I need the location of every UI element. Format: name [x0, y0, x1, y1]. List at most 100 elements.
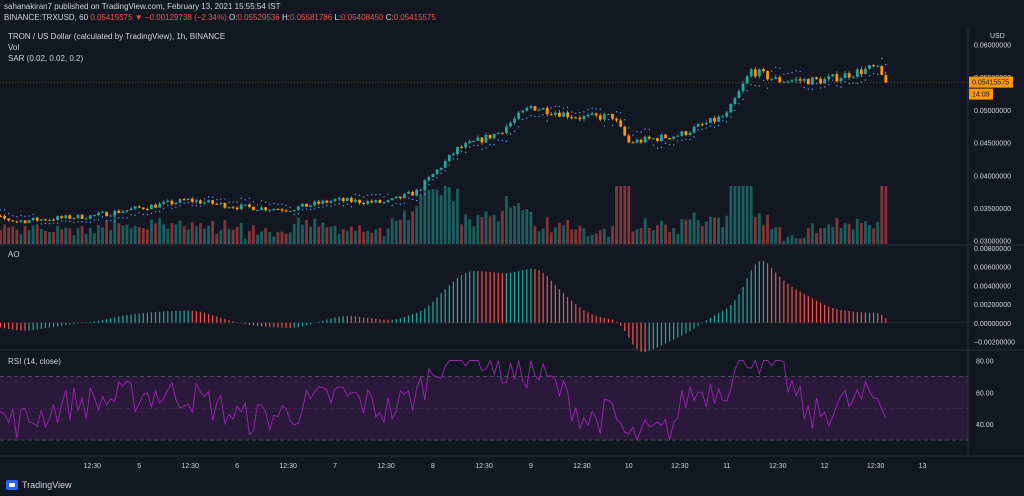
ao-bar	[326, 319, 328, 323]
volume-bar	[427, 189, 431, 244]
sar-dot	[713, 126, 716, 128]
volume-bar	[639, 228, 643, 244]
sar-dot	[481, 148, 483, 150]
ao-bar	[12, 322, 14, 330]
ao-bar	[738, 294, 740, 323]
ao-bar	[669, 322, 671, 342]
volume-bar	[211, 221, 215, 244]
sar-dot	[36, 224, 38, 226]
volume-bar	[141, 228, 145, 244]
candle-body	[154, 204, 157, 208]
sar-dot	[505, 140, 508, 142]
sar-dot	[109, 220, 112, 222]
volume-bar	[664, 224, 667, 244]
ao-bar	[746, 278, 748, 323]
ao-bar	[783, 280, 785, 323]
sar-dot	[807, 88, 810, 90]
ao-bar	[546, 276, 548, 323]
sar-dot	[73, 221, 75, 224]
candle-body	[643, 136, 647, 143]
candle-body	[570, 117, 574, 119]
candle-body	[655, 138, 659, 141]
sar-dot	[211, 196, 214, 198]
volume-bar	[27, 229, 31, 244]
volume-bar	[876, 221, 880, 244]
candle-body	[39, 219, 43, 221]
volume-bar	[329, 226, 333, 244]
sar-dot	[677, 140, 679, 142]
ao-bar	[750, 270, 752, 323]
sar-dot	[517, 126, 520, 128]
candle-body	[819, 78, 822, 84]
ao-bar	[701, 322, 703, 324]
volume-bar	[615, 186, 618, 244]
ao-bar	[44, 322, 46, 329]
ao-bar	[440, 293, 442, 323]
candle-body	[566, 112, 570, 118]
candle-body	[321, 200, 325, 204]
ao-bar	[644, 322, 646, 353]
sar-dot	[554, 105, 557, 108]
volume-bar	[692, 212, 696, 244]
candle-body	[623, 126, 627, 136]
high-label: H:	[281, 13, 290, 22]
volume-bar	[80, 226, 84, 244]
candle-body	[309, 205, 312, 207]
volume-bar	[549, 232, 553, 244]
volume-bar	[194, 226, 198, 244]
ao-bar	[301, 322, 304, 327]
ao-bar	[685, 322, 687, 334]
sar-dot	[791, 71, 793, 74]
sar-dot	[746, 89, 748, 92]
ao-bar	[97, 320, 100, 323]
volume-bar	[68, 228, 72, 244]
sar-dot	[130, 214, 132, 216]
volume-bar	[851, 229, 855, 244]
candle-body	[521, 110, 525, 113]
ao-bar	[436, 297, 438, 323]
candle-body	[713, 117, 716, 122]
volume-bar	[219, 230, 223, 244]
sar-dot	[542, 114, 544, 116]
candle-body	[190, 198, 194, 202]
ao-bar	[130, 314, 132, 323]
sar-dot	[546, 120, 548, 122]
sar-dot	[269, 203, 271, 206]
volume-bar	[505, 196, 508, 244]
ao-bar	[628, 322, 630, 338]
sar-dot	[717, 124, 720, 127]
volume-bar	[509, 207, 512, 244]
sar-dot	[220, 198, 222, 200]
time-tick-label: 8	[431, 463, 435, 470]
ao-bar	[40, 322, 42, 329]
ao-bar	[269, 322, 271, 327]
candle-body	[419, 189, 423, 191]
ao-bar	[873, 312, 875, 323]
candle-body	[158, 203, 162, 208]
volume-bar	[362, 231, 366, 244]
volume-bar	[864, 221, 867, 244]
sar-dot	[330, 205, 332, 208]
candle-body	[549, 114, 553, 116]
sar-dot	[12, 215, 14, 217]
candle-body	[835, 74, 839, 82]
ao-bar	[803, 294, 805, 323]
candle-body	[447, 154, 451, 161]
ao-bar	[334, 317, 336, 323]
sar-dot	[97, 219, 100, 221]
volume-bar	[574, 229, 578, 244]
volume-bar	[884, 186, 888, 244]
volume-bar	[260, 231, 264, 244]
sar-dot	[477, 144, 479, 146]
volume-bar	[305, 219, 308, 244]
volume-bar	[117, 223, 121, 244]
time-tick-label: 5	[137, 463, 141, 470]
ao-bar	[20, 322, 22, 331]
volume-bar	[223, 220, 227, 244]
ao-bar	[734, 300, 736, 323]
ao-bar	[505, 273, 508, 323]
candle-body	[753, 69, 757, 77]
candle-body	[533, 106, 537, 111]
sar-dot	[248, 197, 251, 200]
